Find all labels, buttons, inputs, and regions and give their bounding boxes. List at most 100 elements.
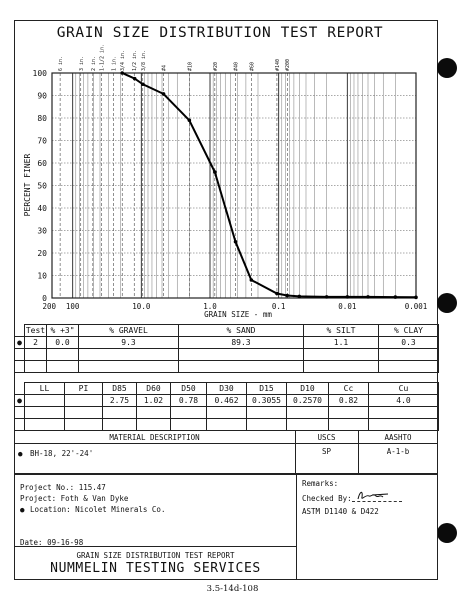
header-sand: % SAND xyxy=(178,324,304,337)
uscs-value: SP xyxy=(321,447,332,456)
y-tick-label: 30 xyxy=(37,227,47,236)
material-header: MATERIAL DESCRIPTION xyxy=(109,433,200,442)
y-tick-label: 90 xyxy=(37,92,47,101)
x-tick-label: 0.01 xyxy=(338,302,356,311)
sieve-label: 2 in. xyxy=(91,56,97,71)
plot-area xyxy=(51,72,417,299)
cell-d50: 0.78 xyxy=(170,394,207,407)
location-bullet: ● xyxy=(20,505,25,514)
y-tick-label: 80 xyxy=(37,114,47,123)
header-cc: Cc xyxy=(328,382,369,395)
page-title: GRAIN SIZE DISTRIBUTION TEST REPORT xyxy=(56,25,384,41)
project-date: Date: 09-16-98 xyxy=(20,538,84,547)
data-point xyxy=(275,291,279,296)
x-tick-label: 100 xyxy=(66,302,80,311)
gradation-curve xyxy=(121,72,417,299)
sieve-labels: 6 in. 3 in. 2 in. 1-1/2 in. 1 in. 3/4 in. 1/2 … xyxy=(58,44,291,71)
aashto-header: AASHTO xyxy=(384,433,412,442)
x-tick-label: 0.001 xyxy=(405,302,428,311)
punch-hole xyxy=(437,58,457,78)
sieve-label: #60 xyxy=(249,62,255,71)
header-gravel: % GRAVEL xyxy=(78,324,179,337)
data-point xyxy=(366,295,370,299)
y-tick-label: 40 xyxy=(37,204,47,213)
cell-gravel: 9.3 xyxy=(78,336,179,349)
data-point xyxy=(132,76,137,81)
cell-d10: 0.2570 xyxy=(286,394,329,407)
sieve-label: 1/2 in. xyxy=(132,50,138,71)
row-marker: ● xyxy=(14,394,25,407)
x-tick-labels: 200 100 10.0 1.0 0.1 0.01 0.001 xyxy=(42,302,427,311)
header-d85: D85 xyxy=(102,382,137,395)
data-points xyxy=(120,71,418,300)
sieve-label: #4 xyxy=(162,65,168,71)
cell-test: 2 xyxy=(24,336,47,349)
header-ll: LL xyxy=(24,382,65,395)
data-point xyxy=(120,71,124,75)
sieve-label: #40 xyxy=(234,62,240,71)
grain-size-chart: 6 in. 3 in. 2 in. 1-1/2 in. 1 in. 3/4 in. 1/2 … xyxy=(23,44,427,319)
cell-d85: 2.75 xyxy=(102,394,137,407)
data-point xyxy=(393,295,398,299)
cell-plus3: 0.0 xyxy=(46,336,79,349)
cell-cc: 0.82 xyxy=(328,394,369,407)
sieve-label: 3 in. xyxy=(79,56,85,71)
data-point xyxy=(233,239,238,244)
sieve-label: 1 in. xyxy=(112,56,118,71)
data-point xyxy=(285,293,290,298)
x-axis-label: GRAIN SIZE - mm xyxy=(204,310,272,319)
header-cu: Cu xyxy=(368,382,439,395)
cell-d30: 0.462 xyxy=(206,394,247,407)
material-box xyxy=(14,430,438,474)
punch-hole xyxy=(437,523,457,543)
y-tick-label: 10 xyxy=(37,272,47,281)
header-test: Test xyxy=(24,324,47,337)
material-description: BH-18, 22'-24' xyxy=(30,449,94,458)
header-d30: D30 xyxy=(206,382,247,395)
coefficients-table: LL PI D85 D60 D50 D30 D15 D10 Cc Cu ● 2.… xyxy=(14,382,439,431)
cell-sand: 89.3 xyxy=(178,336,304,349)
signature: Bn xyxy=(357,491,389,500)
header-clay: % CLAY xyxy=(378,324,439,337)
footer-report-title: GRAIN SIZE DISTRIBUTION TEST REPORT xyxy=(76,551,235,560)
project-number: Project No.: 115.47 xyxy=(20,483,106,492)
cell-silt: 1.1 xyxy=(303,336,379,349)
sieve-label: 1-1/2 in. xyxy=(99,44,105,71)
cell-ll xyxy=(24,394,65,407)
y-tick-label: 70 xyxy=(37,137,47,146)
checked-by-label: Checked By: xyxy=(302,494,352,503)
data-point xyxy=(187,118,192,123)
sieve-label: 3/8 in. xyxy=(141,50,147,71)
data-point xyxy=(249,278,254,282)
project-name: Project: Foth & Van Dyke xyxy=(20,494,129,503)
chart-grid xyxy=(51,73,417,298)
uscs-header: USCS xyxy=(317,433,336,442)
data-point xyxy=(213,170,217,174)
remarks-box xyxy=(296,474,438,580)
sieve-label: #10 xyxy=(187,62,193,71)
y-tick-label: 60 xyxy=(37,159,47,168)
header-d10: D10 xyxy=(286,382,329,395)
cell-clay: 0.3 xyxy=(378,336,439,349)
x-tick-label: 1.0 xyxy=(203,302,217,311)
data-point xyxy=(297,294,302,299)
header-d50: D50 xyxy=(170,382,207,395)
header-silt: % SILT xyxy=(303,324,379,337)
y-axis-label: PERCENT FINER xyxy=(23,154,32,217)
data-point xyxy=(345,295,350,299)
remarks-label: Remarks: xyxy=(302,479,339,488)
data-point xyxy=(161,92,166,96)
page-reference: 3.5-14d-108 xyxy=(206,584,259,594)
y-tick-label: 0 xyxy=(42,294,47,303)
x-tick-label: 10.0 xyxy=(132,302,151,311)
sieve-label: #200 xyxy=(285,59,291,71)
project-location: Location: Nicolet Minerals Co. xyxy=(30,505,166,514)
x-tick-label: 200 xyxy=(42,302,56,311)
header-d15: D15 xyxy=(246,382,287,395)
sieve-label: #20 xyxy=(213,62,219,71)
cell-pi xyxy=(64,394,103,407)
data-point xyxy=(414,295,418,300)
y-tick-label: 100 xyxy=(33,69,48,78)
data-point xyxy=(141,82,145,87)
company-name: NUMMELIN TESTING SERVICES xyxy=(50,561,261,576)
